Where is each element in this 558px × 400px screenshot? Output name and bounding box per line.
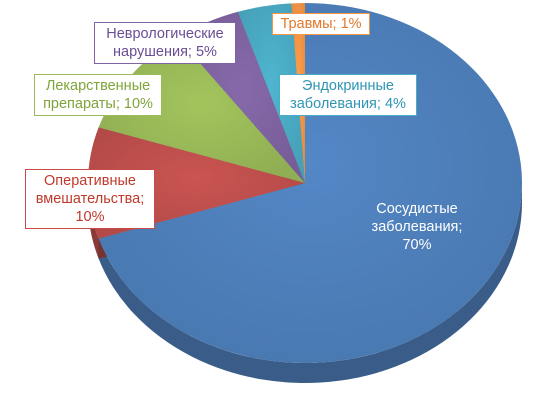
data-label-surgery-line-2: вмешательства; xyxy=(35,191,145,207)
data-label-endo: Эндокринные заболевания; 4% xyxy=(279,74,417,116)
data-label-vascular-line-2: заболевания; xyxy=(371,219,463,235)
slice-side-surgery xyxy=(88,183,99,259)
data-label-neuro-line-2: нарушения; 5% xyxy=(113,44,217,60)
data-label-surgery-line-3: 10% xyxy=(75,209,105,225)
data-label-surgery: Оперативные вмешательства; 10% xyxy=(25,169,155,229)
data-label-drugs-line-1: Лекарственные xyxy=(45,78,151,94)
data-label-drugs-line-2: препараты; 10% xyxy=(43,96,153,112)
data-label-trauma-line-1: Травмы; 1% xyxy=(280,16,362,32)
data-label-neuro: Неврологические нарушения; 5% xyxy=(94,22,236,64)
data-label-trauma: Травмы; 1% xyxy=(272,13,370,35)
data-label-vascular-line-1: Сосудистые xyxy=(376,201,458,217)
data-label-surgery-line-1: Оперативные xyxy=(44,173,136,189)
data-label-neuro-line-1: Неврологические xyxy=(106,26,224,42)
slice-endo xyxy=(237,3,305,183)
data-label-vascular-line-3: 70% xyxy=(402,237,432,253)
data-label-drugs: Лекарственные препараты; 10% xyxy=(34,74,162,116)
data-label-vascular: Сосудистые заболевания; 70% xyxy=(362,198,472,256)
data-label-endo-line-1: Эндокринные xyxy=(302,78,394,94)
slice-drugs xyxy=(98,37,306,184)
data-label-endo-line-2: заболевания; 4% xyxy=(290,96,406,112)
